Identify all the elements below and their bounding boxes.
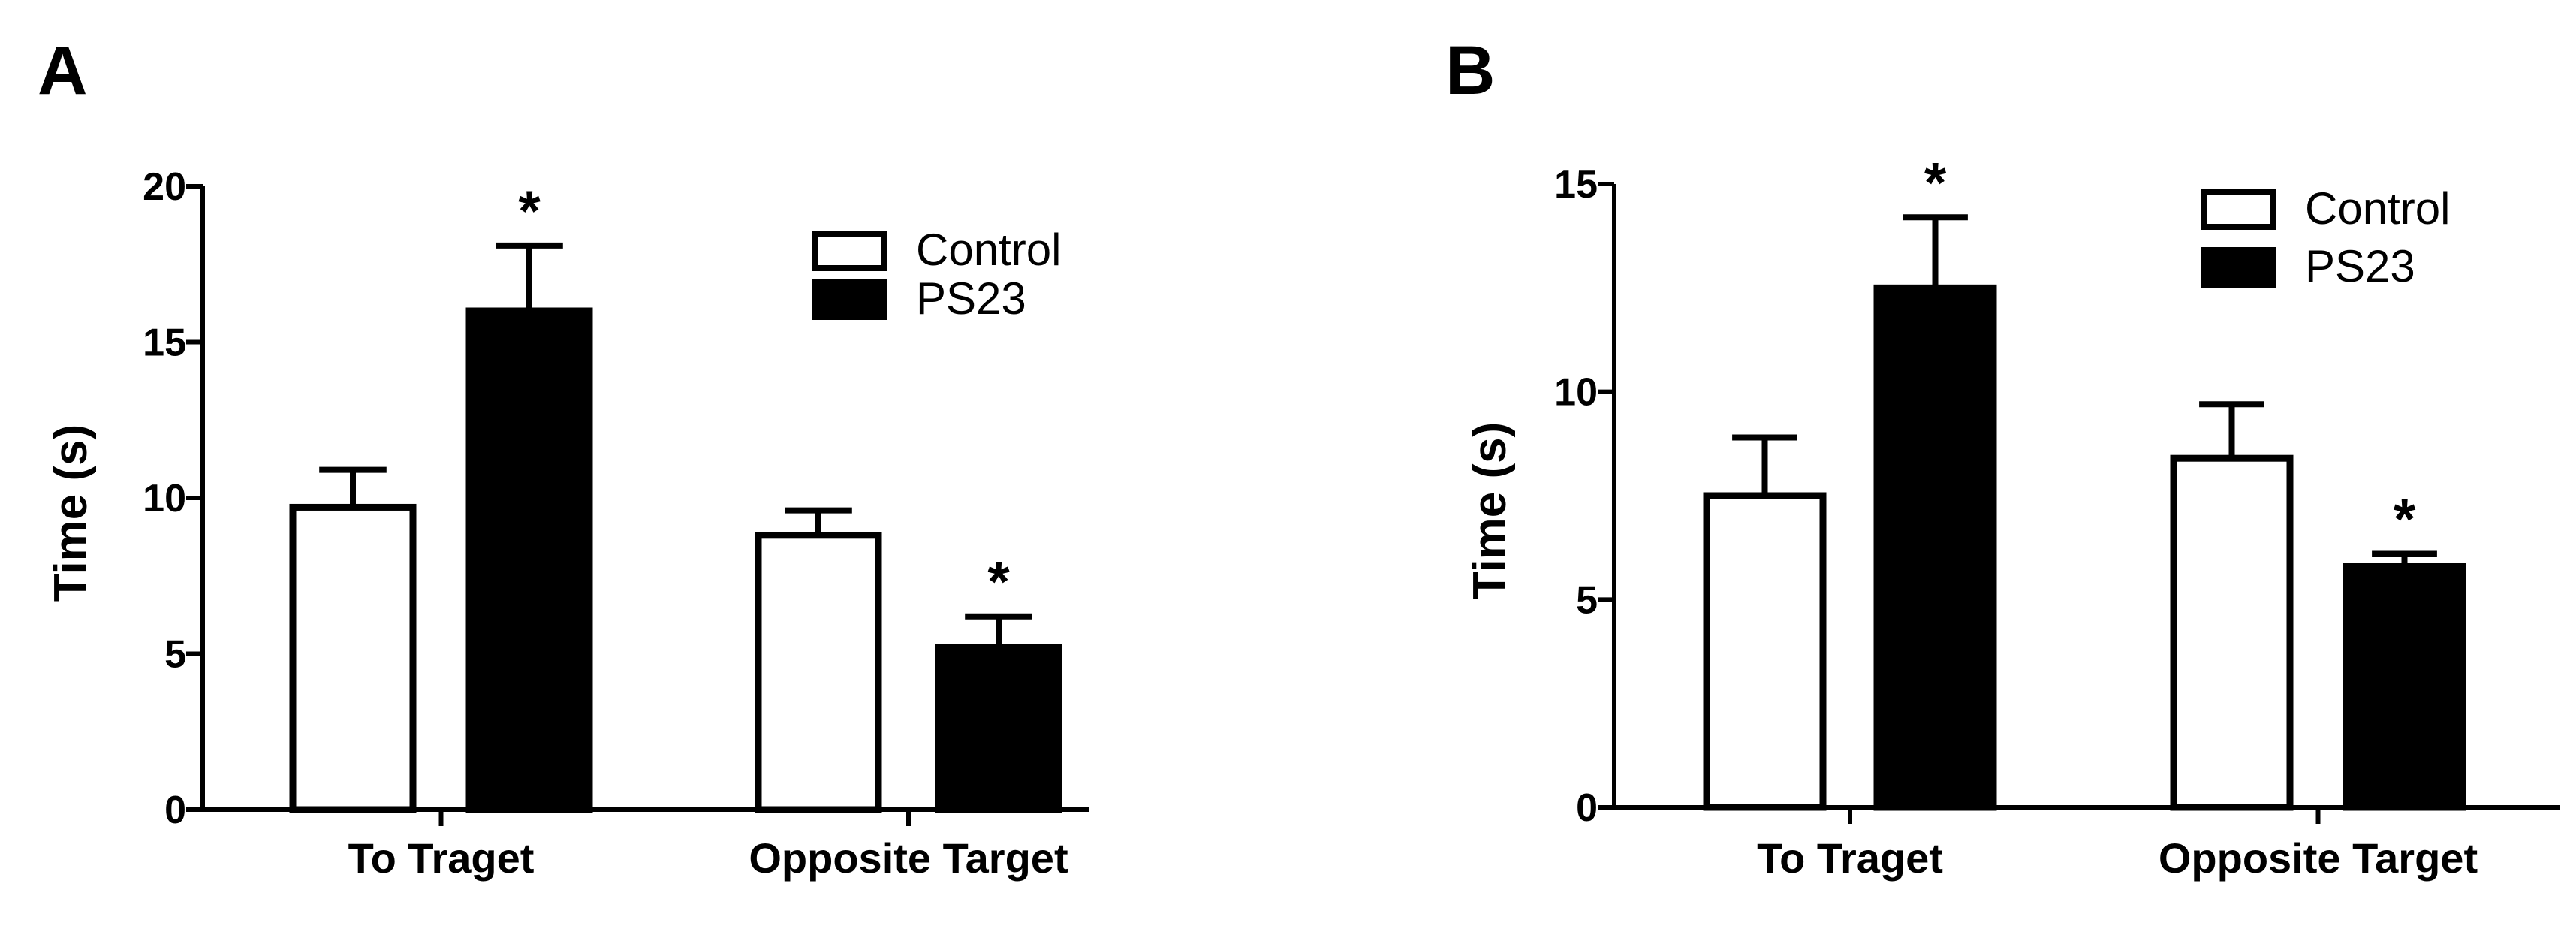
- legend-label: PS23: [916, 273, 1026, 324]
- bar-control: [289, 503, 417, 813]
- y-tick-label: 15: [1554, 163, 1598, 207]
- bar-ps23: [935, 644, 1062, 813]
- x-category-label: To Traget: [1757, 834, 1943, 882]
- y-tick-label: 5: [164, 633, 186, 677]
- significance-mark: *: [518, 179, 541, 243]
- significance-mark: *: [987, 550, 1010, 614]
- bar-control: [1703, 492, 1827, 811]
- y-tick-label: 10: [1554, 371, 1598, 415]
- y-axis-title: Time (s): [1464, 422, 1516, 600]
- legend-label: Control: [2305, 183, 2450, 234]
- bar-control: [2170, 454, 2294, 811]
- y-axis-title: Time (s): [45, 424, 97, 602]
- legend-swatch-ps23: [2201, 247, 2276, 288]
- legend-swatch-ps23: [812, 279, 887, 320]
- legend-swatch-control: [812, 231, 887, 271]
- significance-mark: *: [1924, 151, 1947, 215]
- legend-label: Control: [916, 225, 1061, 275]
- y-tick-label: 0: [1576, 786, 1598, 830]
- y-tick-label: 15: [143, 321, 186, 365]
- chart-panel-b: B 0 5 10 15 Time (s) * To Traget * Opposite Targe…: [1445, 32, 2560, 882]
- x-category-label: Opposite Target: [749, 834, 1068, 882]
- y-tick-label: 0: [164, 789, 186, 832]
- y-tick-label: 20: [143, 165, 186, 209]
- bar-ps23: [2343, 563, 2466, 811]
- legend-label: PS23: [2305, 241, 2415, 291]
- y-tick-label: 10: [143, 477, 186, 520]
- panel-label: A: [38, 32, 87, 109]
- bar-ps23: [1873, 284, 1997, 811]
- chart-panel-a: A 0 5 10 15 20 Time (s) * To Traget * Opposite Tar…: [38, 32, 1089, 882]
- panel-label: B: [1445, 32, 1495, 109]
- legend-swatch-control: [2201, 189, 2276, 230]
- x-category-label: To Traget: [348, 834, 535, 882]
- bar-control: [755, 532, 882, 813]
- x-category-label: Opposite Target: [2159, 834, 2478, 882]
- y-tick-label: 5: [1576, 578, 1598, 622]
- significance-mark: *: [2394, 487, 2416, 551]
- bar-ps23: [465, 307, 593, 813]
